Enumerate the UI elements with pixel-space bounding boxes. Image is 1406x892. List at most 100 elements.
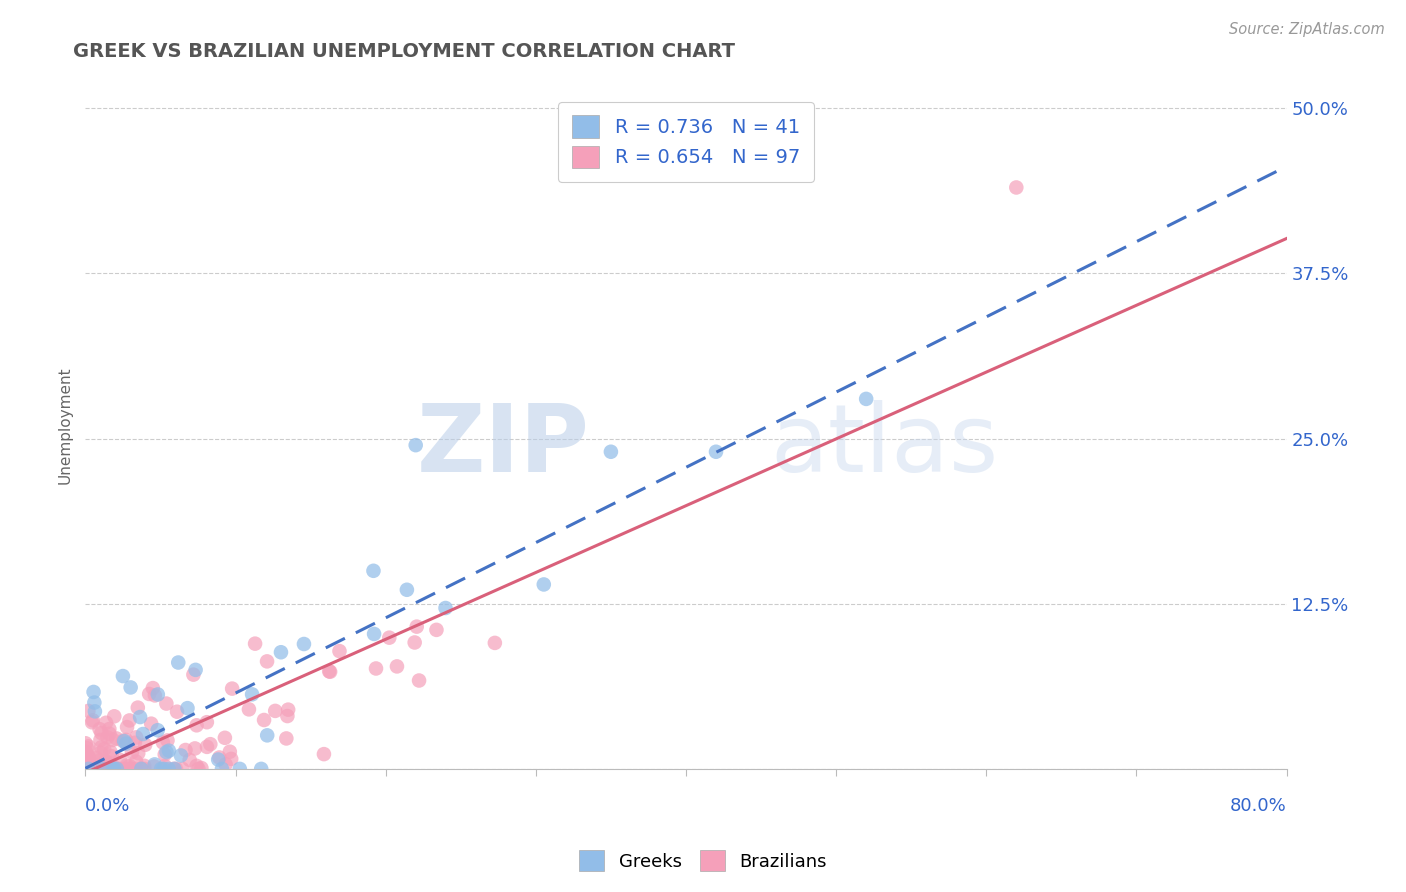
Point: [120, 762, 142, 776]
Point: [238, 702, 260, 716]
Point: [82, 713, 104, 727]
Point: [129, 710, 152, 724]
Point: [153, 762, 176, 776]
Point: [84, 704, 107, 718]
Point: [89, 746, 111, 760]
Point: [84, 762, 107, 776]
Point: [143, 689, 166, 703]
Point: [101, 733, 124, 747]
Point: [100, 749, 122, 764]
Point: [76, 762, 98, 776]
Point: [83, 762, 105, 776]
Point: [328, 644, 350, 658]
Point: [264, 704, 287, 718]
Point: [425, 623, 447, 637]
Point: [98, 756, 121, 770]
Point: [96, 762, 118, 776]
Point: [153, 747, 176, 762]
Point: [211, 762, 233, 776]
Point: [112, 734, 135, 748]
Point: [229, 762, 252, 776]
Point: [127, 746, 149, 760]
Point: [276, 731, 298, 746]
Point: [89, 733, 111, 747]
Point: [101, 762, 124, 776]
Point: [101, 761, 124, 775]
Point: [207, 752, 229, 766]
Point: [143, 757, 166, 772]
Point: [243, 637, 266, 651]
Point: [200, 737, 222, 751]
Point: [150, 762, 173, 776]
Point: [385, 659, 408, 673]
Point: [174, 743, 197, 757]
Point: [94, 762, 117, 776]
Point: [115, 758, 138, 772]
Point: [94, 754, 117, 768]
Point: [166, 705, 188, 719]
Point: [80, 715, 103, 730]
Point: [218, 745, 240, 759]
Point: [214, 731, 236, 745]
Point: [111, 669, 134, 683]
Point: [90, 762, 112, 776]
Point: [77, 752, 100, 766]
Point: [131, 762, 153, 776]
Text: atlas: atlas: [770, 400, 998, 492]
Point: [97, 762, 120, 776]
Point: [111, 734, 134, 748]
Point: [93, 742, 115, 756]
Point: [292, 637, 315, 651]
Point: [134, 762, 156, 776]
Point: [100, 762, 122, 776]
Point: [187, 762, 209, 776]
Point: [533, 577, 555, 591]
Point: [599, 444, 621, 458]
Point: [214, 757, 236, 772]
Point: [82, 762, 104, 776]
Legend: R = 0.736   N = 41, R = 0.654   N = 97: R = 0.736 N = 41, R = 0.654 N = 97: [558, 102, 814, 182]
Point: [108, 753, 131, 767]
Point: [184, 741, 207, 756]
Point: [86, 762, 108, 776]
Point: [96, 731, 118, 745]
Point: [170, 748, 193, 763]
Point: [100, 745, 122, 759]
Point: [270, 645, 292, 659]
Point: [84, 751, 107, 765]
Point: [277, 703, 299, 717]
Point: [115, 720, 138, 734]
Point: [84, 762, 107, 776]
Point: [101, 762, 124, 776]
Point: [115, 732, 138, 747]
Point: [434, 601, 457, 615]
Point: [90, 726, 112, 740]
Y-axis label: Unemployment: Unemployment: [58, 367, 72, 484]
Point: [124, 736, 146, 750]
Text: GREEK VS BRAZILIAN UNEMPLOYMENT CORRELATION CHART: GREEK VS BRAZILIAN UNEMPLOYMENT CORRELAT…: [73, 42, 735, 61]
Point: [142, 681, 165, 695]
Point: [127, 700, 149, 714]
Point: [76, 741, 98, 756]
Point: [378, 631, 401, 645]
Point: [75, 745, 97, 759]
Point: [484, 636, 506, 650]
Point: [134, 738, 156, 752]
Point: [121, 745, 143, 759]
Text: 0.0%: 0.0%: [86, 797, 131, 814]
Point: [79, 762, 101, 776]
Point: [195, 715, 218, 730]
Point: [89, 762, 111, 776]
Point: [240, 687, 263, 701]
Point: [364, 661, 387, 675]
Point: [77, 749, 100, 764]
Point: [115, 737, 138, 751]
Point: [101, 762, 124, 776]
Point: [1005, 180, 1028, 194]
Point: [253, 713, 276, 727]
Point: [101, 762, 124, 776]
Point: [89, 722, 111, 736]
Point: [75, 754, 97, 768]
Point: [186, 759, 208, 773]
Point: [256, 728, 278, 742]
